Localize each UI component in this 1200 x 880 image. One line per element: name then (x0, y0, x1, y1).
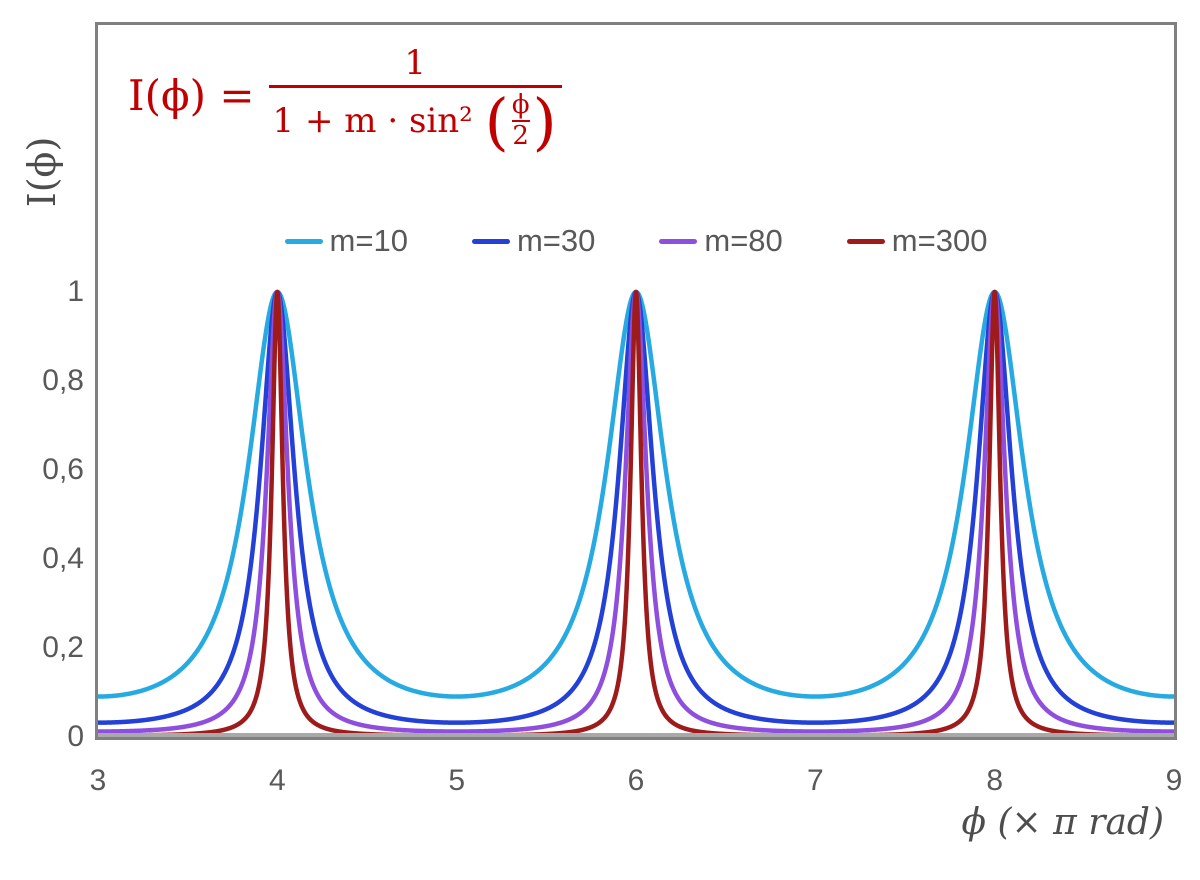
formula-denominator-text: 1 + m · sin² (272, 101, 484, 142)
legend-item: m=30 (471, 223, 596, 259)
x-tick-label: 3 (89, 764, 107, 797)
legend: m=10 m=30 m=80 m=300 (98, 223, 1174, 259)
plot-area: I(ϕ) = 1 1 + m · sin² ( ϕ 2 ) m=10 m=30 m=… (95, 22, 1177, 740)
x-tick-label: 9 (1165, 764, 1183, 797)
plot-svg (98, 289, 1174, 737)
legend-label: m=80 (704, 223, 783, 258)
formula-denominator: 1 + m · sin² ( ϕ 2 ) (269, 84, 562, 158)
legend-label: m=30 (516, 223, 596, 258)
y-tick-label: 1 (67, 275, 84, 308)
x-tick-label: 8 (986, 764, 1003, 797)
x-tick-label: 7 (806, 764, 824, 797)
legend-item: m=80 (659, 223, 783, 259)
formula: I(ϕ) = 1 1 + m · sin² ( ϕ 2 ) (128, 41, 562, 158)
inner-denominator: 2 (512, 121, 529, 152)
close-paren: ) (532, 84, 557, 158)
formula-fraction-bar (268, 85, 562, 89)
inner-numerator: ϕ (511, 90, 530, 121)
legend-item: m=10 (284, 223, 408, 259)
formula-fraction: 1 1 + m · sin² ( ϕ 2 ) (268, 41, 562, 158)
x-axis-title: ϕ (× π rad) (961, 802, 1165, 843)
formula-numerator: 1 (404, 43, 426, 83)
series-line-m=300 (98, 289, 1174, 737)
y-tick-label: 0,8 (42, 364, 84, 397)
legend-label: m=10 (329, 223, 408, 258)
legend-swatch-icon (471, 238, 510, 244)
legend-swatch-icon (659, 238, 698, 244)
x-axis-line (98, 733, 1174, 737)
y-tick-label: 0,6 (42, 453, 84, 486)
open-paren: ( (484, 84, 509, 158)
legend-swatch-icon (846, 238, 885, 244)
legend-swatch-icon (284, 238, 323, 244)
formula-lhs: I(ϕ) = (128, 70, 255, 120)
y-tick-label: 0,2 (42, 631, 84, 664)
y-axis-title: I(ϕ) (20, 136, 64, 208)
x-tick-label: 4 (268, 764, 286, 797)
inner-fraction-bar (511, 120, 530, 123)
y-tick-label: 0,4 (42, 542, 84, 575)
x-tick-label: 5 (448, 764, 465, 797)
y-tick-label: 0 (67, 720, 84, 753)
legend-item: m=300 (846, 223, 988, 259)
x-tick-label: 6 (627, 764, 645, 797)
y-tick-labels: 0 0,2 0,4 0,6 0,8 1 (0, 0, 88, 880)
legend-label: m=300 (891, 223, 988, 258)
formula-inner-fraction: ϕ 2 (511, 90, 530, 152)
